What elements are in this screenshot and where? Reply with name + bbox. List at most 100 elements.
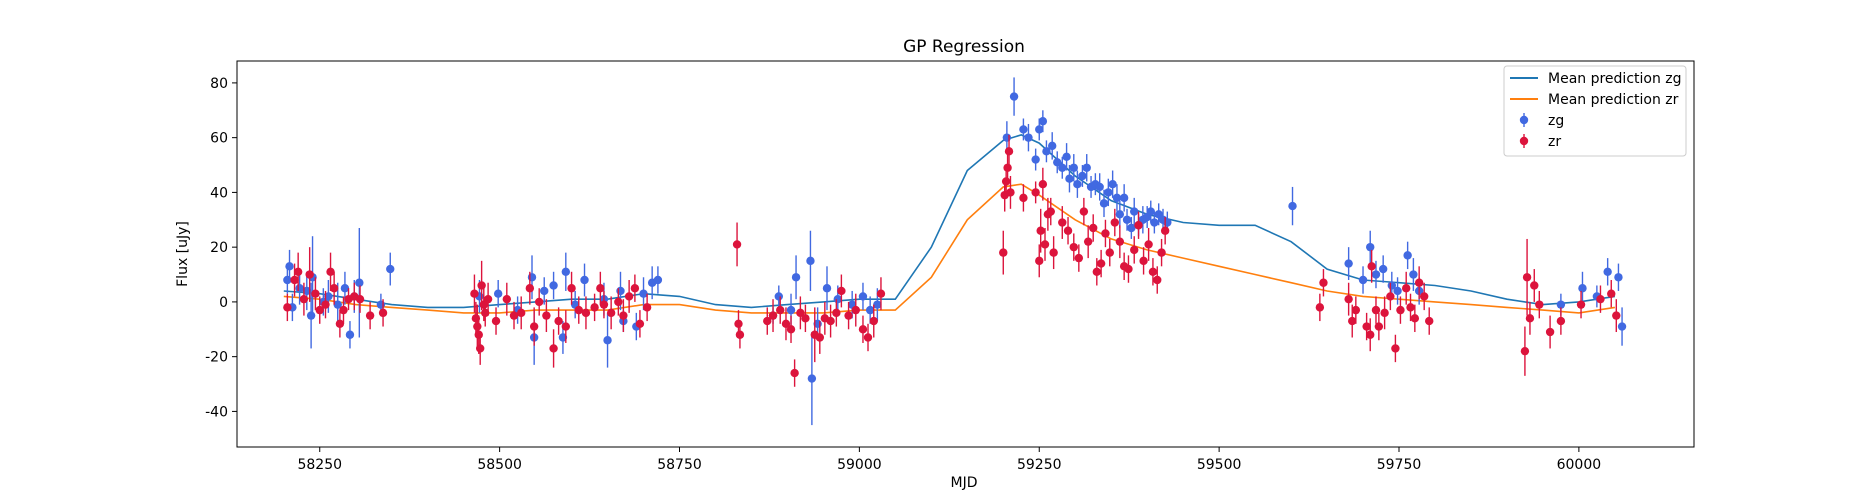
zr-point [561, 310, 571, 343]
zr-point [1410, 304, 1420, 333]
zg-point [653, 266, 663, 294]
zr-point [1406, 293, 1415, 322]
zr-point [1525, 301, 1535, 335]
zg-marker [1358, 275, 1368, 285]
x-tick-label-59500: 59500 [1197, 457, 1242, 473]
zr-marker [999, 248, 1008, 257]
zr-marker [786, 325, 796, 334]
zr-marker [606, 308, 616, 318]
zr-point [1004, 134, 1014, 168]
zr-marker [781, 319, 791, 329]
zr-point [1374, 312, 1384, 341]
zr-point [1040, 227, 1050, 261]
zg-marker [1146, 207, 1155, 216]
zr-point [732, 222, 742, 267]
zg-marker [616, 286, 625, 296]
zg-point [1146, 200, 1155, 223]
zg-marker [1344, 259, 1353, 268]
zg-marker [1048, 141, 1057, 151]
zg-point [1150, 211, 1159, 234]
zr-marker [1419, 292, 1429, 301]
zg-point [1062, 143, 1071, 171]
zg-point [1358, 266, 1368, 294]
zg-marker [306, 311, 316, 320]
zr-point [378, 299, 388, 327]
zr-point [339, 296, 348, 324]
legend-label: zg [1548, 113, 1564, 129]
zr-point [1083, 225, 1093, 259]
zr-point [470, 274, 479, 313]
zr-marker [1160, 226, 1170, 235]
zr-point [554, 307, 563, 335]
zr-marker [474, 330, 483, 339]
zr-marker [1006, 188, 1015, 197]
zr-marker [1522, 273, 1532, 282]
zr-marker [1410, 314, 1420, 323]
zg-point [561, 252, 571, 291]
legend-box [1503, 65, 1687, 157]
zr-marker [1344, 294, 1353, 304]
y-tick-label-20: 20 [210, 240, 228, 256]
zr-point [630, 274, 640, 302]
zg-marker [1078, 171, 1087, 181]
zr-marker [790, 368, 799, 378]
zg-marker [1031, 155, 1040, 164]
zr-marker [554, 316, 563, 326]
zr-point [1319, 269, 1328, 297]
zg-point [1603, 258, 1612, 286]
zg-marker [1065, 174, 1074, 183]
zr-point [763, 307, 772, 335]
plot-area [236, 60, 1695, 448]
zg-marker [493, 289, 503, 298]
zr-marker [1545, 327, 1555, 337]
zr-marker [624, 292, 634, 301]
zr-point [1063, 217, 1073, 245]
zr-marker [1556, 316, 1566, 326]
zr-marker [290, 275, 299, 285]
zr-marker [1348, 316, 1357, 326]
zg-point [345, 321, 355, 349]
zr-point [1124, 255, 1133, 283]
zr-point [1035, 244, 1044, 278]
zg-marker [1409, 270, 1418, 279]
zr-point [355, 285, 365, 313]
zr-point [329, 271, 339, 305]
x-tick-label-59750: 59750 [1377, 457, 1422, 473]
zr-marker [339, 305, 348, 315]
zg-marker [873, 300, 882, 309]
legend-item-mean-prediction-zg: Mean prediction zg [1510, 71, 1682, 87]
zg-marker [324, 292, 333, 301]
mean-line-zg [283, 134, 1616, 309]
zr-point [1144, 227, 1153, 261]
zg-marker [786, 305, 796, 315]
zr-point [1371, 296, 1381, 324]
zr-point [796, 296, 805, 330]
y-tick-label--40: -40 [205, 404, 228, 420]
zr-point [1139, 247, 1148, 275]
zg-point [1065, 165, 1074, 193]
zr-marker [1036, 226, 1045, 235]
zr-marker [1115, 237, 1125, 246]
zr-marker [335, 319, 345, 329]
zr-marker [1576, 300, 1586, 309]
zr-point [1612, 299, 1621, 333]
zg-marker [1163, 218, 1172, 227]
zg-point [1042, 140, 1051, 163]
zg-marker [1009, 92, 1019, 101]
y-tick-label--20: -20 [205, 350, 228, 366]
zr-point [1092, 258, 1102, 286]
zr-marker [355, 294, 365, 304]
zr-point [1556, 307, 1566, 335]
zg-point [580, 263, 589, 297]
zr-point [781, 307, 791, 341]
x-axis-label: MJD [951, 475, 978, 491]
zr-marker [1315, 303, 1325, 312]
zr-marker [1031, 188, 1040, 197]
zr-point [365, 301, 375, 330]
zg-marker [386, 264, 395, 274]
zr-marker [1092, 267, 1102, 276]
zg-marker [540, 286, 549, 296]
legend-marker-swatch [1519, 136, 1529, 146]
zr-marker [1414, 278, 1424, 287]
